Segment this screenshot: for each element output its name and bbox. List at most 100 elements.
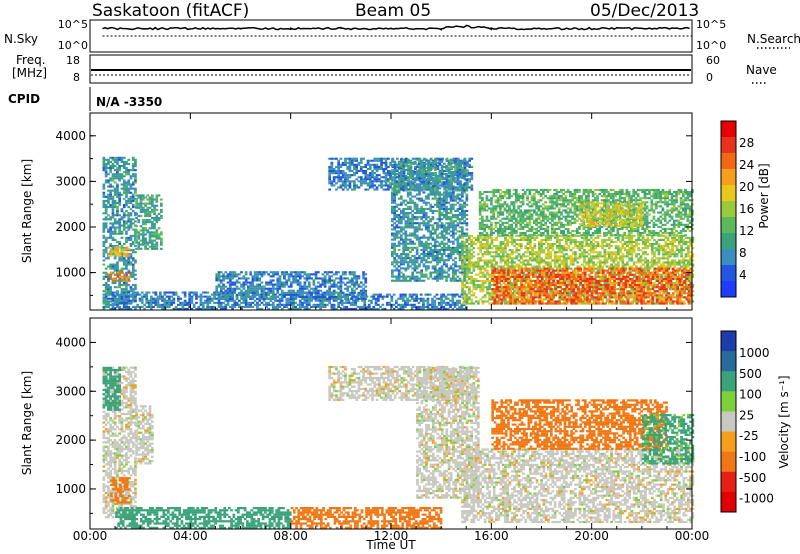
power-data-cell xyxy=(400,173,403,176)
power-data-cell xyxy=(524,247,528,250)
power-data-cell xyxy=(129,222,133,225)
power-data-cell xyxy=(213,307,216,310)
power-data-cell xyxy=(420,259,423,262)
power-data-cell xyxy=(102,263,106,266)
power-data-cell xyxy=(472,255,476,258)
power-data-cell xyxy=(433,246,437,249)
power-data-cell xyxy=(445,199,448,202)
power-data-cell xyxy=(413,201,417,204)
power-data-cell xyxy=(488,261,491,264)
power-data-cell xyxy=(431,166,435,169)
power-data-cell xyxy=(460,305,464,308)
power-data-cell xyxy=(326,279,329,282)
power-data-cell xyxy=(472,279,476,282)
power-data-cell xyxy=(470,257,473,260)
power-data-cell xyxy=(415,246,419,249)
power-data-cell xyxy=(355,186,359,189)
power-data-cell xyxy=(134,269,137,272)
power-data-cell xyxy=(262,297,266,300)
power-data-cell xyxy=(526,259,530,262)
power-data-cell xyxy=(456,216,460,219)
power-data-cell xyxy=(296,307,300,310)
power-data-cell xyxy=(406,303,409,306)
power-data-cell xyxy=(118,254,122,257)
power-data-cell xyxy=(113,175,117,178)
power-data-cell xyxy=(490,243,494,246)
power-data-cell xyxy=(337,293,340,296)
power-data-cell xyxy=(122,224,126,227)
power-data-cell xyxy=(401,299,405,302)
power-data-cell xyxy=(353,285,356,288)
power-data-cell xyxy=(449,183,453,186)
power-data-cell xyxy=(157,237,161,240)
power-data-cell xyxy=(125,267,128,270)
power-data-cell xyxy=(386,293,389,296)
power-data-cell xyxy=(393,185,396,188)
power-data-cell xyxy=(529,263,532,266)
power-data-cell xyxy=(424,259,428,262)
power-data-cell xyxy=(463,175,466,178)
power-data-cell xyxy=(160,210,163,213)
power-data-cell xyxy=(120,158,124,161)
power-data-cell xyxy=(454,195,457,198)
power-data-cell xyxy=(391,242,394,245)
power-data-cell xyxy=(429,158,433,161)
power-data-cell xyxy=(258,285,261,288)
power-data-cell xyxy=(422,212,426,215)
power-data-cell xyxy=(452,240,455,243)
power-data-cell xyxy=(465,203,469,206)
power-data-cell xyxy=(111,253,115,256)
power-data-cell xyxy=(113,173,117,176)
power-data-cell xyxy=(454,179,457,182)
power-data-cell xyxy=(395,277,399,280)
power-data-cell xyxy=(497,253,501,256)
power-data-cell xyxy=(139,198,143,201)
power-data-cell xyxy=(397,214,401,217)
power-data-cell xyxy=(172,291,176,294)
power-data-cell xyxy=(217,271,221,274)
power-data-cell xyxy=(450,186,453,189)
power-data-cell xyxy=(395,164,399,167)
power-data-cell xyxy=(137,221,141,224)
power-data-cell xyxy=(442,234,446,237)
power-data-cell xyxy=(215,289,219,292)
power-data-cell xyxy=(328,297,331,300)
power-data-cell xyxy=(420,269,423,272)
power-data-cell xyxy=(247,291,250,294)
power-data-cell xyxy=(116,185,119,188)
power-data-cell xyxy=(445,277,448,280)
power-data-cell xyxy=(436,166,439,169)
power-data-cell xyxy=(346,176,350,179)
power-data-cell xyxy=(107,301,110,304)
power-data-cell xyxy=(122,226,126,229)
power-data-cell xyxy=(161,297,164,300)
power-data-cell xyxy=(107,275,110,278)
power-data-cell xyxy=(244,273,248,276)
power-data-cell xyxy=(468,263,471,266)
power-data-cell xyxy=(434,180,438,183)
power-data-cell xyxy=(109,179,112,182)
power-data-cell xyxy=(125,195,128,198)
power-data-cell xyxy=(102,165,106,168)
power-data-cell xyxy=(125,284,128,287)
power-data-cell xyxy=(461,296,464,299)
power-data-cell xyxy=(256,285,259,288)
power-data-cell xyxy=(104,208,108,211)
power-data-cell xyxy=(258,287,261,290)
power-data-cell xyxy=(438,216,442,219)
power-data-cell xyxy=(461,240,464,243)
power-data-cell xyxy=(339,279,343,282)
power-data-cell xyxy=(260,271,264,274)
power-data-cell xyxy=(411,170,414,173)
power-data-cell xyxy=(438,236,442,239)
power-data-cell xyxy=(192,303,196,306)
power-data-cell xyxy=(436,201,439,204)
power-data-cell xyxy=(353,277,356,280)
power-data-cell xyxy=(391,165,395,168)
power-data-cell xyxy=(113,191,117,194)
power-data-cell xyxy=(410,293,414,296)
power-data-cell xyxy=(296,303,300,306)
power-data-cell xyxy=(463,170,466,173)
power-data-cell xyxy=(308,295,311,298)
power-data-cell xyxy=(418,265,421,268)
